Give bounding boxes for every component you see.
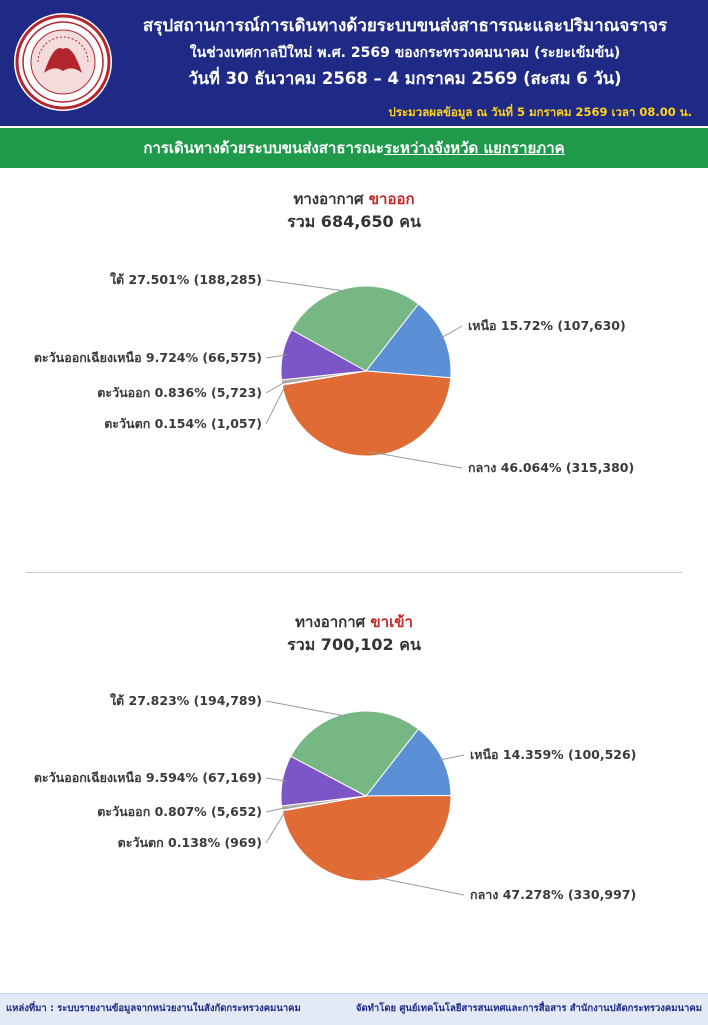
leader-line-inbound-central bbox=[373, 876, 465, 896]
section-bar-underlined: ระหว่างจังหวัด แยกรายภาค bbox=[383, 139, 565, 157]
section-bar: การเดินทางด้วยระบบขนส่งสาธารณะระหว่างจัง… bbox=[0, 128, 708, 168]
pie-slice-outbound-central bbox=[281, 370, 452, 457]
slice-label-inbound-north: เหนือ 14.359% (100,526) bbox=[470, 747, 636, 762]
chart-separator bbox=[26, 572, 682, 573]
leader-line-inbound-west bbox=[265, 809, 287, 844]
chart-outbound-title: ทางอากาศ ขาออก bbox=[0, 187, 708, 211]
leader-line-inbound-northeast bbox=[265, 777, 287, 782]
chart-outbound-title-prefix: ทางอากาศ bbox=[293, 190, 364, 208]
leader-line-outbound-north bbox=[439, 325, 463, 339]
footer: แหล่งที่มา : ระบบรายงานข้อมูลจากหน่วยงาน… bbox=[0, 993, 708, 1025]
ministry-seal-logo bbox=[14, 13, 112, 111]
slice-label-inbound-west: ตะวันตก 0.138% (969) bbox=[118, 835, 262, 850]
pie-slice-inbound-north bbox=[364, 728, 452, 797]
footer-source: แหล่งที่มา : ระบบรายงานข้อมูลจากหน่วยงาน… bbox=[6, 1003, 301, 1014]
page-subtitle: ในช่วงเทศกาลปีใหม่ พ.ศ. 2569 ของกระทรวงค… bbox=[189, 45, 621, 61]
date-range: วันที่ 30 ธันวาคม 2568 – 4 มกราคม 2569 (… bbox=[188, 69, 622, 88]
slice-label-inbound-east: ตะวันออก 0.807% (5,652) bbox=[97, 804, 262, 819]
leader-line-inbound-east bbox=[265, 807, 286, 813]
slice-label-outbound-north: เหนือ 15.72% (107,630) bbox=[468, 318, 626, 333]
leader-line-outbound-central bbox=[369, 451, 463, 469]
pie-chart-inbound: เหนือ 14.359% (100,526) กลาง 47.278% (330… bbox=[34, 693, 637, 902]
pie-slice-inbound-central bbox=[281, 795, 452, 882]
leader-line-inbound-north bbox=[438, 754, 465, 761]
chart-inbound-title-prefix: ทางอากาศ bbox=[295, 613, 366, 631]
slice-label-outbound-south: ใต้ 27.501% (188,285) bbox=[110, 272, 262, 287]
chart-inbound-direction: ขาเข้า bbox=[370, 613, 413, 631]
footer-credit: จัดทำโดย ศูนย์เทคโนโลยีสารสนเทศและการสื่… bbox=[355, 1003, 702, 1014]
pie-slice-inbound-south bbox=[290, 710, 420, 797]
chart-inbound-title: ทางอากาศ ขาเข้า bbox=[0, 610, 708, 634]
slice-label-outbound-northeast: ตะวันออกเฉียงเหนือ 9.724% (66,575) bbox=[34, 350, 262, 365]
leader-line-inbound-south bbox=[265, 700, 350, 718]
slice-label-outbound-central: กลาง 46.064% (315,380) bbox=[468, 460, 634, 475]
pie-chart-outbound: เหนือ 15.72% (107,630) กลาง 46.064% (315,… bbox=[34, 272, 634, 475]
leader-line-outbound-west bbox=[265, 383, 287, 425]
slice-label-outbound-east: ตะวันออก 0.836% (5,723) bbox=[97, 385, 262, 400]
slice-label-inbound-northeast: ตะวันออกเฉียงเหนือ 9.594% (67,169) bbox=[34, 770, 262, 785]
chart-outbound-direction: ขาออก bbox=[368, 190, 415, 208]
slice-label-inbound-south: ใต้ 27.823% (194,789) bbox=[110, 693, 262, 708]
leader-line-outbound-northeast bbox=[265, 354, 287, 359]
pie-slice-outbound-south bbox=[290, 285, 420, 372]
chart-outbound-total: รวม 684,650 คน bbox=[287, 212, 421, 231]
section-bar-prefix: การเดินทางด้วยระบบขนส่งสาธารณะ bbox=[143, 139, 384, 157]
header-banner: สรุปสถานการณ์การเดินทางด้วยระบบขนส่งสาธา… bbox=[0, 0, 708, 126]
leader-line-outbound-south bbox=[265, 279, 350, 293]
page-title: สรุปสถานการณ์การเดินทางด้วยระบบขนส่งสาธา… bbox=[142, 16, 668, 36]
slice-label-inbound-central: กลาง 47.278% (330,997) bbox=[470, 887, 636, 902]
slice-label-outbound-west: ตะวันตก 0.154% (1,057) bbox=[104, 416, 262, 431]
data-as-of: ประมวลผลข้อมูล ณ วันที่ 5 มกราคม 2569 เว… bbox=[388, 105, 692, 119]
chart-inbound-total: รวม 700,102 คน bbox=[287, 635, 421, 654]
leader-line-outbound-east bbox=[265, 381, 286, 394]
